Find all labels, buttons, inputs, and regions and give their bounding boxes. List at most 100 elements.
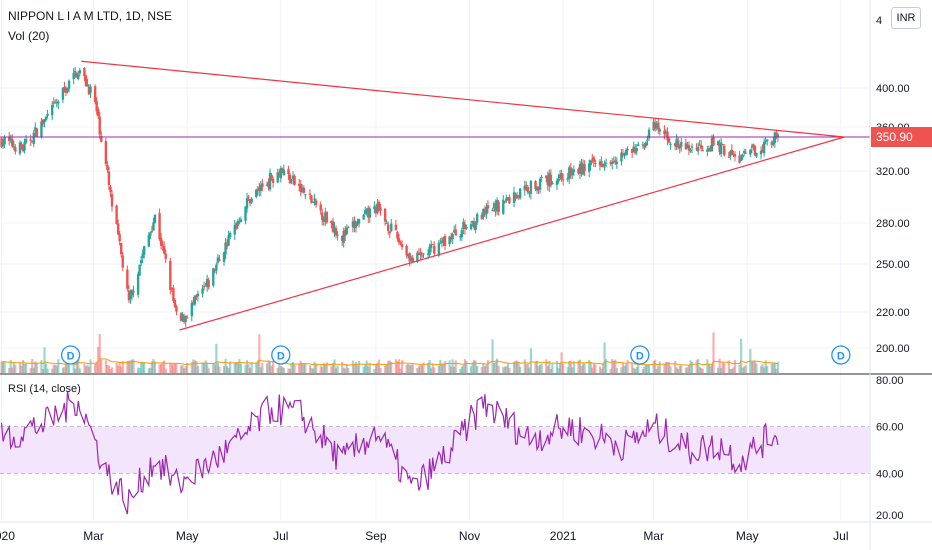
candle-body [340,235,344,241]
volume-bar [663,364,666,373]
candle-body [245,198,249,209]
candle-body [314,200,318,205]
volume-bar [57,359,60,373]
volume-bar [164,368,167,373]
volume-bar [186,362,189,373]
rsi-axis[interactable]: 80.00 60.00 40.00 20.00 [876,375,904,522]
candle-body [437,242,441,256]
candle-body [483,210,487,213]
candle-body [680,142,683,147]
volume-bar [405,364,408,373]
candle-body [752,144,755,147]
volume-bar [258,334,261,373]
time-axis[interactable]: 2020 Mar May Jul Sep Nov 2021 Mar May Jul [0,529,849,543]
volume-bar [83,363,86,373]
candle-body [141,253,144,259]
volume-bar [224,358,227,373]
candle-body [568,167,571,179]
candle-body [44,116,48,121]
volume-bar [680,365,683,373]
volume-bar [354,361,358,373]
volume-bar [775,368,778,373]
candle-body [429,244,433,248]
volume-bar [291,362,295,373]
volume-bar [278,359,281,373]
volume-bar [172,364,175,373]
candle-body [207,280,210,288]
volume-bar [644,364,648,373]
volume-bar [428,359,431,373]
volume-bar [356,365,359,373]
volume-bar [212,362,215,373]
volume-bar [175,363,178,373]
volume-bar [259,367,262,373]
candle-body [120,242,123,255]
volume-bar [40,360,43,373]
candle-body [115,205,118,224]
volume-bar [24,363,28,373]
volume-bar [545,359,548,373]
candle-body [764,140,767,142]
candle-body [762,141,766,154]
volume-bar [97,346,100,373]
volume-bar [388,360,391,373]
rsi-indicator-label[interactable]: RSI (14, close) [8,383,81,395]
dividend-marker-label: D [636,351,644,363]
volume-bar [410,364,413,373]
volume-bar [669,366,672,373]
candle-body [225,244,229,247]
candle-body [345,227,348,235]
candle-body [127,290,131,301]
volume-bar [255,363,258,373]
price-axis[interactable]: 4400.00360.00320.00280.00250.00220.00200… [876,15,910,355]
candle-body [143,246,146,255]
volume-bar [115,362,118,373]
volume-bar [54,364,57,373]
volume-bar [417,366,420,373]
volume-bar [407,364,410,373]
candle-body [202,286,206,288]
candle-body [696,146,700,152]
volume-bar [460,366,463,373]
volume-bar [14,364,17,373]
candle-body [558,174,562,179]
volume-bar [535,360,539,373]
candle-body [258,187,261,192]
upper-trendline[interactable] [81,60,845,138]
volume-bar [249,367,252,373]
last-price-box [871,127,932,148]
volume-bar [179,365,183,373]
candle-body [730,149,734,155]
symbol-title[interactable]: NIPPON L I A M LTD, 1D, NSE [8,9,173,23]
candle-body [600,161,603,167]
volume-bar [572,361,575,373]
candle-body [153,214,157,223]
volume-bar [548,360,551,373]
lower-trendline[interactable] [179,136,845,331]
candle-body [347,227,350,229]
candle-body [228,233,232,237]
volume-bar [766,365,769,373]
volume-bar [600,368,603,373]
volume-indicator-label[interactable]: Vol (20) [8,29,50,43]
candle-body [14,147,17,152]
candle-body [383,208,387,222]
candle-body [290,179,293,181]
volume-bar [330,366,333,373]
candle-body [121,255,124,268]
volume-bar [245,360,249,373]
volume-bar [657,366,660,373]
volume-bar [426,362,430,373]
price-tick-label: 280.00 [876,218,910,230]
candle-body [385,223,388,225]
candle-body [652,121,655,130]
candle-body [83,68,86,76]
candle-body [89,86,92,94]
candle-body [304,194,307,196]
candle-body [749,149,752,155]
volume-bar [213,364,216,373]
candle-body [238,221,241,223]
currency-button[interactable]: INR [891,7,921,29]
volume-ma-line [1,358,778,366]
